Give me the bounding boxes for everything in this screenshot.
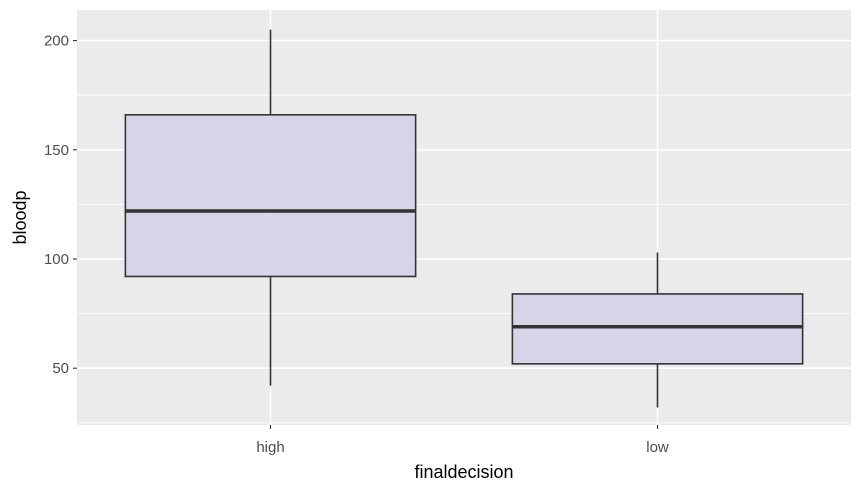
y-tick-label: 150 (44, 142, 69, 159)
y-tick-label: 100 (44, 251, 69, 268)
iqr-box (124, 114, 417, 278)
y-tick-label: 200 (44, 33, 69, 50)
box-low (511, 252, 804, 408)
y-axis-title: bloodp (10, 190, 30, 244)
boxes (124, 29, 804, 408)
box-high (124, 29, 417, 386)
x-axis: high low (256, 425, 669, 456)
y-tick-label: 50 (52, 360, 69, 377)
y-axis: 50 100 150 200 (44, 33, 77, 377)
iqr-box (511, 293, 804, 365)
x-tick-label: high (256, 439, 284, 456)
x-axis-title: finaldecision (414, 462, 513, 482)
x-tick-label: low (646, 439, 669, 456)
